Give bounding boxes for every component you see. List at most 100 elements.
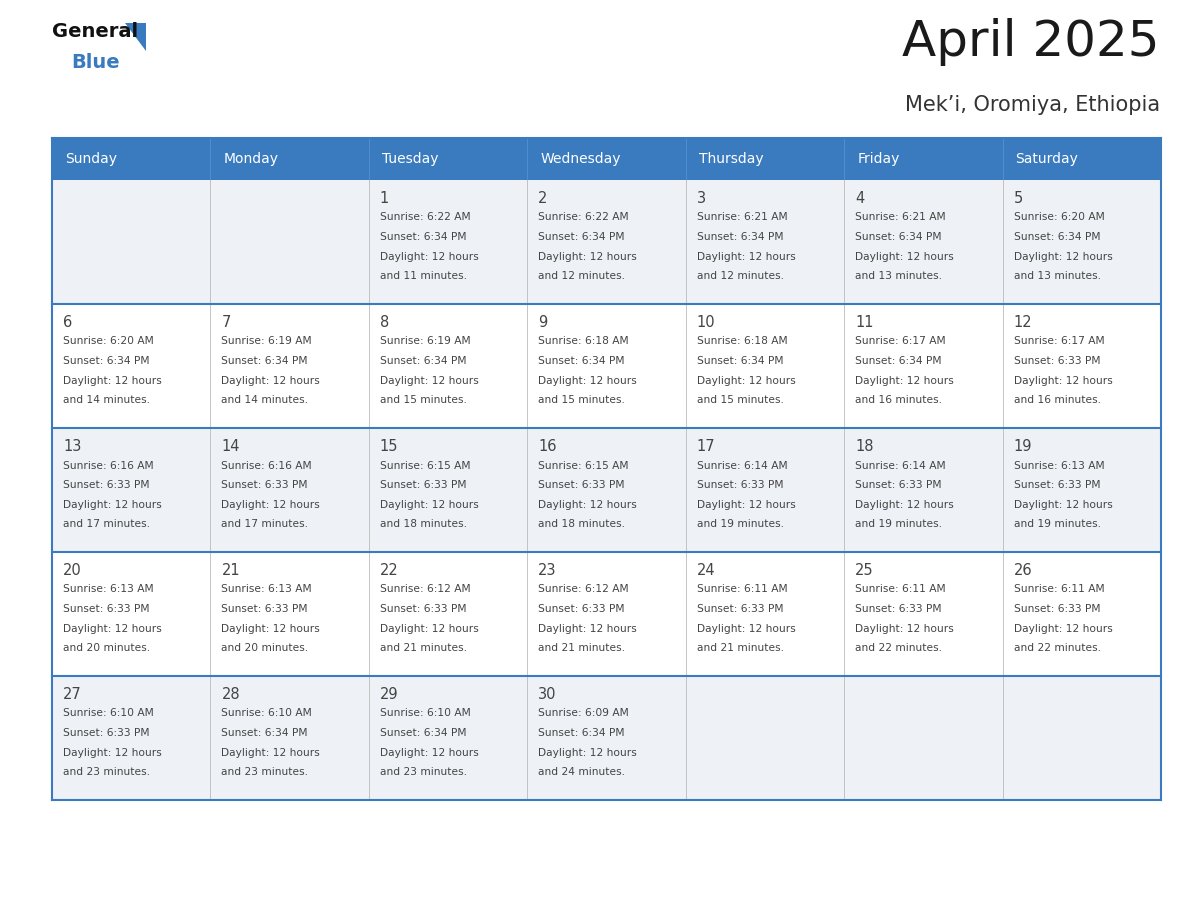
Text: 19: 19 <box>1013 439 1032 454</box>
Bar <box>52 552 1161 676</box>
Text: and 16 minutes.: and 16 minutes. <box>1013 395 1100 405</box>
Text: and 17 minutes.: and 17 minutes. <box>221 519 309 529</box>
Text: April 2025: April 2025 <box>903 18 1159 66</box>
Text: Sunset: 6:34 PM: Sunset: 6:34 PM <box>855 232 942 242</box>
Text: Daylight: 12 hours: Daylight: 12 hours <box>221 375 321 386</box>
Text: Daylight: 12 hours: Daylight: 12 hours <box>380 252 479 262</box>
Text: and 11 minutes.: and 11 minutes. <box>380 271 467 281</box>
Text: Sunset: 6:34 PM: Sunset: 6:34 PM <box>380 728 467 738</box>
Text: Daylight: 12 hours: Daylight: 12 hours <box>855 499 954 509</box>
Text: 2: 2 <box>538 191 548 206</box>
Text: Sunrise: 6:10 AM: Sunrise: 6:10 AM <box>63 709 153 719</box>
Text: Daylight: 12 hours: Daylight: 12 hours <box>696 623 796 633</box>
Text: Sunday: Sunday <box>65 152 116 166</box>
Text: Sunrise: 6:11 AM: Sunrise: 6:11 AM <box>696 585 788 595</box>
Text: 29: 29 <box>380 687 398 702</box>
Text: Sunrise: 6:13 AM: Sunrise: 6:13 AM <box>221 585 312 595</box>
Text: 26: 26 <box>1013 563 1032 578</box>
Text: Daylight: 12 hours: Daylight: 12 hours <box>221 499 321 509</box>
Text: and 23 minutes.: and 23 minutes. <box>221 767 309 777</box>
Text: Wednesday: Wednesday <box>541 152 621 166</box>
Text: 20: 20 <box>63 563 82 578</box>
Text: Sunrise: 6:16 AM: Sunrise: 6:16 AM <box>221 461 312 471</box>
Text: 17: 17 <box>696 439 715 454</box>
Text: and 19 minutes.: and 19 minutes. <box>855 519 942 529</box>
Text: and 19 minutes.: and 19 minutes. <box>696 519 784 529</box>
Text: Sunset: 6:33 PM: Sunset: 6:33 PM <box>1013 604 1100 614</box>
Text: Sunset: 6:33 PM: Sunset: 6:33 PM <box>538 604 625 614</box>
Text: Sunrise: 6:14 AM: Sunrise: 6:14 AM <box>855 461 946 471</box>
Text: Sunrise: 6:21 AM: Sunrise: 6:21 AM <box>855 212 946 222</box>
Text: Sunset: 6:33 PM: Sunset: 6:33 PM <box>1013 480 1100 490</box>
Text: 5: 5 <box>1013 191 1023 206</box>
Text: and 13 minutes.: and 13 minutes. <box>1013 271 1100 281</box>
Text: Daylight: 12 hours: Daylight: 12 hours <box>538 747 637 757</box>
Text: and 18 minutes.: and 18 minutes. <box>380 519 467 529</box>
Text: Sunrise: 6:10 AM: Sunrise: 6:10 AM <box>380 709 470 719</box>
Text: Sunset: 6:34 PM: Sunset: 6:34 PM <box>696 356 783 366</box>
Text: Daylight: 12 hours: Daylight: 12 hours <box>221 623 321 633</box>
Text: and 20 minutes.: and 20 minutes. <box>221 643 309 653</box>
Text: Daylight: 12 hours: Daylight: 12 hours <box>1013 499 1112 509</box>
Text: 18: 18 <box>855 439 873 454</box>
Text: Sunrise: 6:18 AM: Sunrise: 6:18 AM <box>538 337 628 346</box>
Text: 15: 15 <box>380 439 398 454</box>
Text: and 15 minutes.: and 15 minutes. <box>696 395 784 405</box>
Text: Sunset: 6:34 PM: Sunset: 6:34 PM <box>538 728 625 738</box>
Text: General: General <box>52 22 138 41</box>
Bar <box>52 138 1161 180</box>
Text: and 20 minutes.: and 20 minutes. <box>63 643 150 653</box>
Text: and 12 minutes.: and 12 minutes. <box>696 271 784 281</box>
Text: and 17 minutes.: and 17 minutes. <box>63 519 150 529</box>
Text: Daylight: 12 hours: Daylight: 12 hours <box>696 252 796 262</box>
Text: and 21 minutes.: and 21 minutes. <box>696 643 784 653</box>
Text: Sunrise: 6:15 AM: Sunrise: 6:15 AM <box>538 461 628 471</box>
Text: Sunset: 6:33 PM: Sunset: 6:33 PM <box>696 604 783 614</box>
Text: Sunrise: 6:19 AM: Sunrise: 6:19 AM <box>380 337 470 346</box>
Text: Sunrise: 6:18 AM: Sunrise: 6:18 AM <box>696 337 788 346</box>
Text: and 21 minutes.: and 21 minutes. <box>538 643 625 653</box>
Text: 1: 1 <box>380 191 390 206</box>
Text: 14: 14 <box>221 439 240 454</box>
Text: Daylight: 12 hours: Daylight: 12 hours <box>1013 375 1112 386</box>
Text: Daylight: 12 hours: Daylight: 12 hours <box>1013 623 1112 633</box>
Text: and 22 minutes.: and 22 minutes. <box>1013 643 1100 653</box>
Text: Daylight: 12 hours: Daylight: 12 hours <box>538 375 637 386</box>
Text: and 16 minutes.: and 16 minutes. <box>855 395 942 405</box>
Text: Sunrise: 6:21 AM: Sunrise: 6:21 AM <box>696 212 788 222</box>
Text: Daylight: 12 hours: Daylight: 12 hours <box>696 499 796 509</box>
Text: Sunset: 6:33 PM: Sunset: 6:33 PM <box>63 728 150 738</box>
Text: Daylight: 12 hours: Daylight: 12 hours <box>538 252 637 262</box>
Text: Sunset: 6:34 PM: Sunset: 6:34 PM <box>380 356 467 366</box>
Text: Daylight: 12 hours: Daylight: 12 hours <box>538 623 637 633</box>
Text: 12: 12 <box>1013 315 1032 330</box>
Text: 21: 21 <box>221 563 240 578</box>
Text: Sunset: 6:34 PM: Sunset: 6:34 PM <box>380 232 467 242</box>
Text: Sunset: 6:34 PM: Sunset: 6:34 PM <box>63 356 150 366</box>
Text: 6: 6 <box>63 315 72 330</box>
Text: Daylight: 12 hours: Daylight: 12 hours <box>855 623 954 633</box>
Text: Sunrise: 6:11 AM: Sunrise: 6:11 AM <box>1013 585 1104 595</box>
Text: Daylight: 12 hours: Daylight: 12 hours <box>63 623 162 633</box>
Text: Mek’i, Oromiya, Ethiopia: Mek’i, Oromiya, Ethiopia <box>905 95 1159 115</box>
Text: 25: 25 <box>855 563 873 578</box>
Text: Sunset: 6:34 PM: Sunset: 6:34 PM <box>221 728 308 738</box>
Text: 22: 22 <box>380 563 399 578</box>
Text: Friday: Friday <box>858 152 899 166</box>
Text: Sunrise: 6:19 AM: Sunrise: 6:19 AM <box>221 337 312 346</box>
Text: Blue: Blue <box>71 53 120 73</box>
Text: Daylight: 12 hours: Daylight: 12 hours <box>538 499 637 509</box>
Text: Sunset: 6:34 PM: Sunset: 6:34 PM <box>855 356 942 366</box>
Text: 10: 10 <box>696 315 715 330</box>
Text: Sunset: 6:34 PM: Sunset: 6:34 PM <box>1013 232 1100 242</box>
Text: and 23 minutes.: and 23 minutes. <box>63 767 150 777</box>
Text: Daylight: 12 hours: Daylight: 12 hours <box>63 375 162 386</box>
Text: 23: 23 <box>538 563 557 578</box>
Bar <box>52 304 1161 428</box>
Polygon shape <box>126 23 146 51</box>
Text: 3: 3 <box>696 191 706 206</box>
Text: Tuesday: Tuesday <box>381 152 438 166</box>
Text: Daylight: 12 hours: Daylight: 12 hours <box>221 747 321 757</box>
Text: 9: 9 <box>538 315 548 330</box>
Text: Daylight: 12 hours: Daylight: 12 hours <box>855 375 954 386</box>
